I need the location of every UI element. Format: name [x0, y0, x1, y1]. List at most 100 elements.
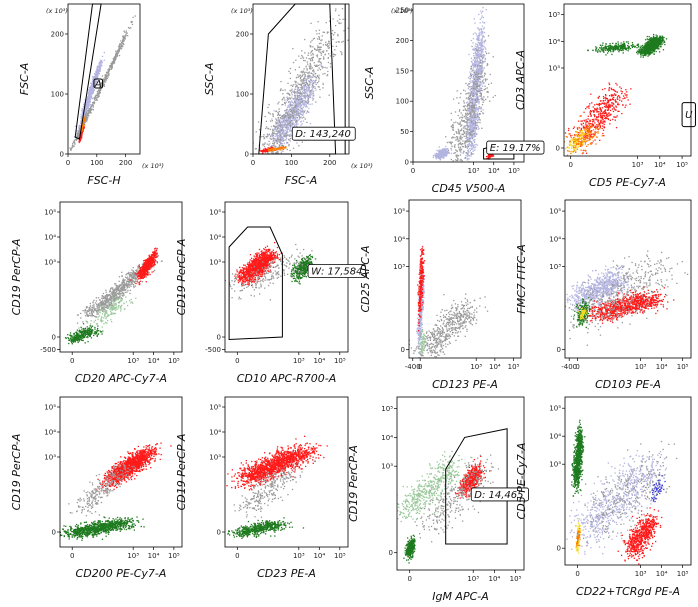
event-dot — [474, 144, 476, 146]
event-dot — [303, 92, 305, 94]
event-dot — [287, 119, 289, 121]
event-dot — [286, 128, 288, 130]
event-dot — [87, 110, 89, 112]
event-dot — [103, 59, 105, 61]
event-dot — [480, 29, 483, 31]
event-dot — [291, 114, 293, 116]
event-dot — [289, 119, 291, 121]
event-dot — [439, 159, 441, 161]
event-dot — [312, 98, 315, 100]
event-dot — [81, 108, 83, 110]
event-dot — [478, 29, 480, 31]
event-dot — [318, 50, 320, 53]
event-dot — [308, 86, 310, 88]
event-dot — [99, 66, 102, 68]
event-dot — [278, 131, 280, 133]
event-dot — [122, 45, 124, 48]
gate-polygon[interactable] — [74, 3, 102, 140]
event-dot — [315, 30, 317, 32]
event-dot — [454, 111, 457, 113]
event-dot — [290, 121, 292, 123]
event-dot — [270, 160, 271, 161]
event-dot — [446, 148, 448, 150]
event-dot — [315, 65, 317, 68]
event-dot — [302, 79, 304, 82]
event-dot — [476, 90, 478, 92]
event-dot — [266, 135, 268, 137]
event-dot — [309, 63, 312, 66]
event-dot — [262, 136, 265, 138]
event-dot — [72, 146, 74, 148]
event-dot — [327, 74, 329, 76]
event-dot — [459, 121, 461, 123]
event-dot — [273, 150, 275, 152]
event-dot — [259, 147, 261, 149]
event-dot — [283, 134, 285, 136]
event-dot — [109, 65, 111, 67]
gate-rect[interactable] — [93, 78, 104, 89]
event-dot — [83, 125, 85, 128]
event-dot — [492, 56, 494, 58]
event-dot — [292, 84, 295, 86]
event-dot — [308, 80, 310, 82]
event-dot — [107, 69, 109, 71]
event-dot — [73, 145, 75, 147]
event-dot — [442, 155, 445, 157]
event-dot — [480, 75, 482, 78]
event-dot — [462, 105, 465, 107]
event-dot — [478, 68, 480, 71]
event-dot — [476, 71, 478, 73]
event-dot — [291, 123, 294, 125]
event-dot — [474, 106, 476, 108]
event-dot — [481, 104, 484, 106]
event-dot — [298, 55, 300, 57]
event-dot — [303, 86, 305, 88]
event-dot — [293, 100, 296, 102]
event-dot — [113, 60, 115, 63]
event-dot — [98, 69, 101, 71]
event-dot — [322, 87, 324, 89]
event-dot — [288, 118, 290, 120]
event-dot — [475, 71, 477, 73]
event-dot — [302, 92, 304, 94]
event-dot — [316, 49, 318, 51]
event-dot — [476, 43, 478, 45]
event-dot — [279, 89, 282, 92]
event-dot — [291, 106, 294, 109]
event-dot — [291, 91, 293, 93]
event-dot — [477, 82, 479, 84]
event-dot — [276, 139, 279, 141]
event-dot — [473, 104, 475, 106]
event-dot — [484, 72, 486, 74]
event-dot — [89, 111, 91, 113]
event-dot — [290, 134, 292, 137]
event-dot — [465, 121, 467, 124]
event-dot — [301, 54, 303, 57]
event-dot — [118, 51, 120, 53]
event-dot — [476, 59, 478, 61]
event-dot — [461, 136, 463, 139]
event-dot — [455, 159, 458, 162]
event-dot — [277, 134, 279, 137]
event-dot — [85, 118, 87, 120]
gate-polygon[interactable] — [258, 3, 337, 155]
x-axis-title: FSC-H — [87, 174, 120, 187]
event-dot — [87, 114, 89, 117]
event-dot — [318, 58, 320, 60]
event-dot — [301, 111, 303, 113]
event-dot — [472, 133, 474, 135]
event-dot — [305, 79, 307, 81]
event-dot — [473, 84, 476, 86]
event-dot — [100, 83, 102, 85]
event-dot — [450, 149, 453, 151]
event-dot — [295, 81, 297, 83]
event-dot — [268, 144, 270, 146]
y-multiplier: (x 10³) — [46, 7, 68, 15]
event-dot — [89, 91, 92, 93]
event-dot — [315, 49, 317, 51]
event-dot — [273, 147, 276, 150]
event-dot — [458, 173, 459, 174]
event-dot — [272, 152, 275, 154]
event-dot — [465, 118, 468, 120]
event-dot — [450, 147, 452, 150]
